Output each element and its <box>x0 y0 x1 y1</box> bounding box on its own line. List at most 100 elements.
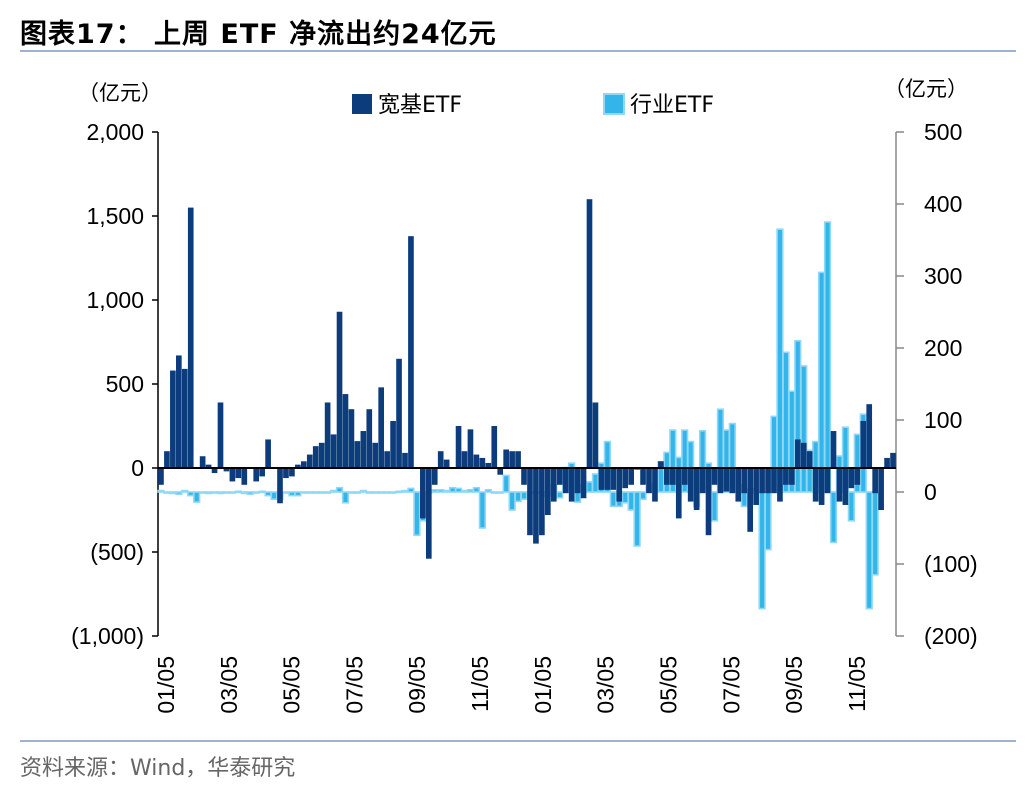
broad-etf-bar <box>396 358 402 468</box>
industry-etf-bar <box>776 228 784 493</box>
broad-etf-bar <box>300 461 307 468</box>
broad-etf-bar <box>527 468 533 536</box>
broad-etf-bar <box>241 468 248 485</box>
broad-etf-bar <box>699 468 706 494</box>
broad-etf-bar <box>872 468 878 494</box>
industry-etf-bar <box>794 339 802 493</box>
right-tick-label: 100 <box>924 407 962 433</box>
source-note: 资料来源：Wind，华泰研究 <box>20 756 296 781</box>
industry-etf-bar <box>496 491 504 494</box>
broad-etf-bar <box>824 468 831 494</box>
broad-etf-bar <box>158 468 164 485</box>
chart-title: 图表17： 上周 ETF 净流出约24亿元 <box>20 19 497 50</box>
x-tick-label: 11/05 <box>467 656 493 712</box>
broad-etf-bar <box>556 468 563 485</box>
industry-etf-bar <box>270 491 278 500</box>
broad-etf-bars <box>158 199 896 559</box>
industry-etf-bar <box>823 221 832 493</box>
broad-etf-bar <box>622 468 629 489</box>
broad-etf-bar <box>354 441 361 468</box>
industry-etf-bar <box>472 486 481 493</box>
broad-etf-bar <box>497 468 504 475</box>
broad-etf-bar <box>467 429 474 468</box>
broad-etf-bar <box>640 468 646 485</box>
right-tick-label: 500 <box>924 119 962 145</box>
industry-etf-bar <box>639 491 647 500</box>
broad-etf-bar <box>669 468 676 485</box>
broad-etf-bar <box>533 468 539 544</box>
broad-etf-bar <box>485 462 492 468</box>
industry-etf-bar <box>246 491 254 495</box>
broad-etf-bar <box>789 468 795 485</box>
x-tick-label: 05/05 <box>655 656 681 714</box>
broad-etf-bar <box>330 434 337 468</box>
industry-etf-bar <box>210 491 219 494</box>
industry-etf-bar <box>383 491 391 494</box>
broad-etf-bar <box>437 451 444 468</box>
industry-etf-bar <box>234 490 242 494</box>
broad-etf-bar <box>860 420 867 468</box>
industry-etf-bar <box>359 489 367 493</box>
broad-etf-bar <box>503 449 509 468</box>
left-axis-unit: （亿元） <box>78 81 162 105</box>
broad-etf-bar <box>890 452 896 468</box>
industry-etf-bar <box>437 489 445 493</box>
industry-etf-bar <box>294 491 302 497</box>
broad-etf-bar <box>402 452 408 468</box>
broad-etf-bar <box>259 468 265 477</box>
broad-etf-bar <box>610 468 617 490</box>
industry-etf-bar <box>585 481 594 493</box>
broad-etf-bar <box>598 468 605 490</box>
industry-etf-bar <box>514 491 522 503</box>
broad-etf-bar <box>765 468 771 494</box>
broad-etf-bar <box>253 468 260 482</box>
industry-etf-bar <box>448 486 457 493</box>
legend-label-broad: 宽基ETF <box>378 93 462 118</box>
broad-etf-bar <box>628 468 634 485</box>
broad-etf-bar <box>592 402 599 468</box>
right-tick-label: 200 <box>924 335 962 361</box>
broad-etf-bar <box>211 468 218 474</box>
broad-etf-bar <box>360 431 367 468</box>
broad-etf-bar <box>479 457 486 468</box>
broad-etf-bar <box>289 468 295 477</box>
right-tick-label: (200) <box>924 623 978 649</box>
legend-swatch-broad <box>352 94 372 114</box>
broad-etf-bar <box>545 468 551 516</box>
industry-etf-bar <box>508 491 516 511</box>
broad-etf-bar <box>170 370 176 468</box>
industry-etf-bar <box>740 491 748 508</box>
right-axis-unit: （亿元） <box>884 77 968 101</box>
industry-etf-bar <box>228 491 237 494</box>
broad-etf-bar <box>229 468 236 482</box>
x-tick-label: 07/05 <box>341 656 367 714</box>
broad-etf-bar <box>223 468 230 472</box>
axes-layer <box>152 131 904 637</box>
broad-etf-bar <box>729 468 736 494</box>
left-tick-label: 1,500 <box>86 203 144 229</box>
x-tick-label: 03/05 <box>216 656 242 714</box>
broad-etf-bar <box>217 402 224 468</box>
industry-etf-bar <box>800 365 808 493</box>
industry-etf-bar <box>222 491 231 494</box>
broad-etf-bar <box>842 468 849 505</box>
broad-etf-bar <box>372 442 379 468</box>
broad-etf-bar <box>562 468 569 494</box>
industry-etf-bar <box>603 440 611 493</box>
industry-etf-bar <box>627 491 635 511</box>
industry-etf-bar <box>395 490 403 494</box>
broad-etf-bar <box>568 468 575 502</box>
left-tick-label: 0 <box>131 455 144 481</box>
broad-etf-bar <box>753 468 759 505</box>
industry-etf-bar <box>199 491 207 494</box>
left-tick-label: 1,000 <box>86 287 144 313</box>
industry-etf-bar <box>484 489 492 493</box>
x-tick-label: 03/05 <box>593 656 619 714</box>
broad-etf-bar <box>324 402 331 468</box>
broad-etf-bar <box>378 387 385 468</box>
industry-etf-bar <box>300 491 308 494</box>
industry-etf-bar <box>865 491 873 610</box>
industry-etf-bar <box>216 491 225 495</box>
x-tick-label: 01/05 <box>153 656 179 714</box>
broad-etf-bar <box>705 468 712 536</box>
